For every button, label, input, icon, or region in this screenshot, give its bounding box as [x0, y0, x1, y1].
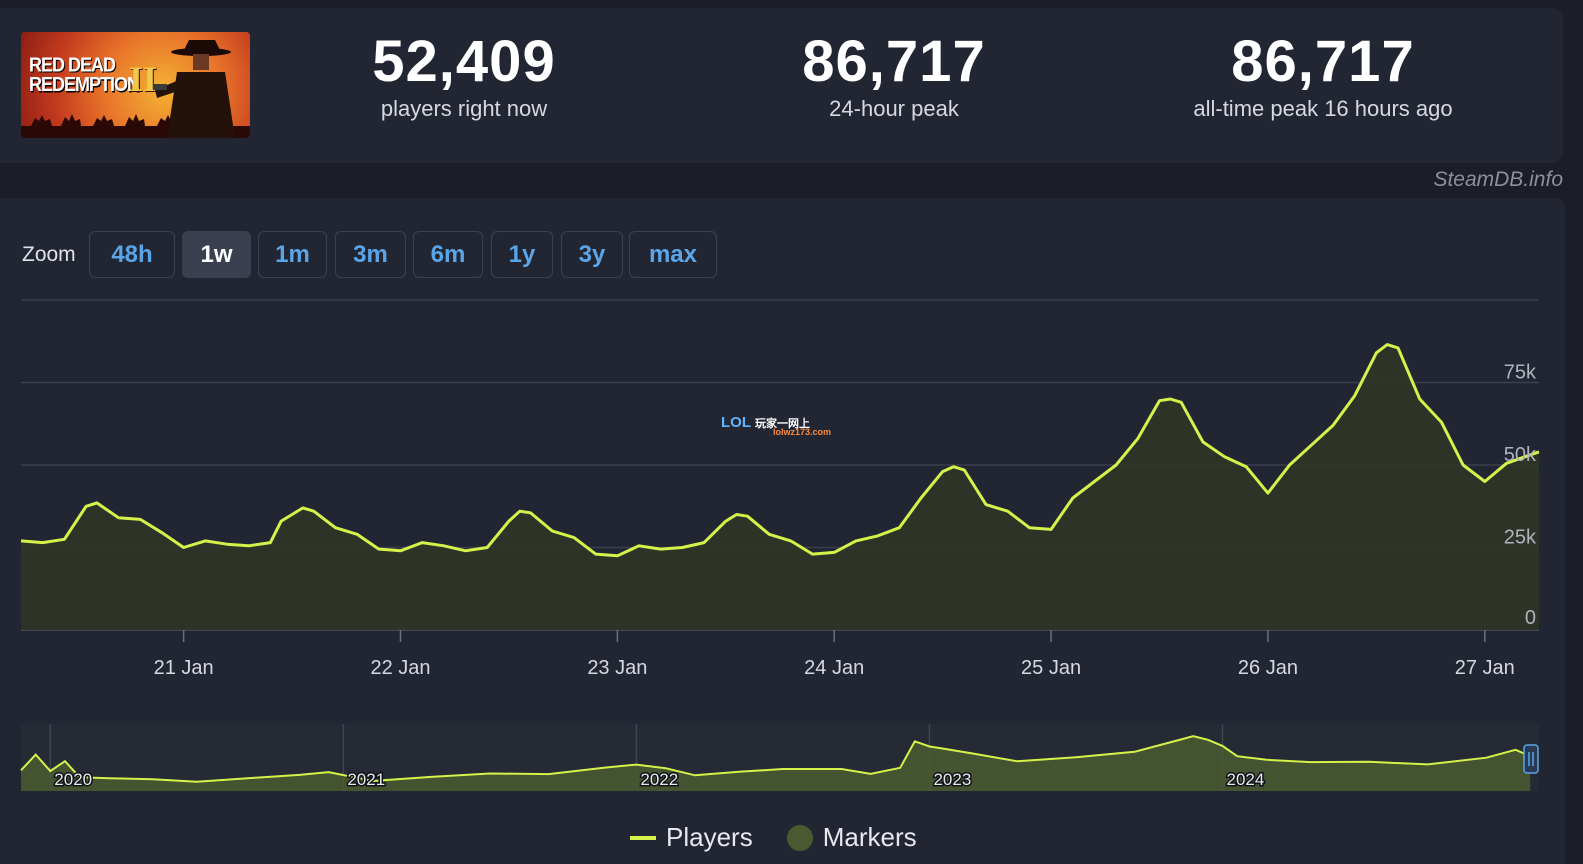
x-axis-ticks: 21 Jan 22 Jan 23 Jan 24 Jan 25 Jan 26 Jan 27 J… [154, 630, 1515, 679]
current-players-label: players right now [380, 96, 548, 121]
y-tick-label: 0 [1525, 607, 1536, 629]
game-logo[interactable]: RED DEAD REDEMPTION II [21, 32, 250, 138]
all-time-peak-stat: 86,717 all-time peak 16 hours ago [1163, 30, 1483, 124]
navigator-year-label: 2022 [640, 770, 678, 789]
current-players-stat: 52,409 players right now [334, 30, 594, 124]
chart-legend: Players Markers [630, 822, 917, 853]
x-tick-label: 23 Jan [587, 657, 647, 679]
zoom-max-button[interactable]: max [629, 231, 717, 278]
all-time-peak-label: all-time peak 16 hours ago [1193, 96, 1453, 121]
player-count-chart[interactable]: 0 25k 50k 75k 21 Jan 22 Jan 23 Jan 24 Jan 25 Ja… [0, 290, 1583, 690]
steamdb-credit[interactable]: SteamDB.info [1433, 168, 1563, 191]
y-tick-label: 50k [1504, 444, 1537, 466]
x-tick-label: 25 Jan [1021, 657, 1081, 679]
day-peak-label: 24-hour peak [829, 96, 959, 121]
day-peak-stat: 86,717 24-hour peak [764, 30, 1024, 124]
navigator-year-label: 2020 [54, 770, 92, 789]
navigator-year-label: 2023 [933, 770, 971, 789]
stats-panel [0, 8, 1563, 163]
overview-navigator-chart[interactable]: 2020 2021 2022 2023 2024 [0, 715, 1583, 800]
markers-legend-swatch [786, 824, 813, 851]
zoom-1y-button[interactable]: 1y [491, 231, 553, 278]
x-tick-label: 26 Jan [1238, 657, 1298, 679]
gunslinger-silhouette-icon [153, 40, 235, 138]
navigator-handle[interactable] [1523, 744, 1539, 774]
x-tick-label: 27 Jan [1455, 657, 1515, 679]
zoom-label: Zoom [22, 243, 76, 266]
players-legend-swatch [630, 835, 656, 840]
zoom-1w-button[interactable]: 1w [182, 231, 251, 278]
navigator-area [21, 736, 1531, 791]
current-players-value: 52,409 [372, 29, 556, 94]
y-axis-ticks: 0 25k 50k 75k [1504, 362, 1537, 630]
navigator-year-labels: 2020 2021 2022 2023 2024 [53, 769, 1266, 791]
watermark-cn: 玩家一网上 [755, 418, 810, 430]
players-line [20, 343, 1540, 558]
zoom-6m-button[interactable]: 6m [413, 231, 483, 278]
watermark-logo: LOL [721, 414, 751, 431]
watermark-url: lolwz173.com [773, 427, 832, 437]
logo-title: RED DEAD REDEMPTION [29, 53, 140, 96]
markers-legend-label[interactable]: Markers [822, 822, 917, 852]
site-watermark: LOL 玩家一网上 lolwz173.com [721, 414, 831, 437]
x-tick-label: 24 Jan [804, 657, 864, 679]
zoom-48h-button[interactable]: 48h [89, 231, 175, 278]
zoom-3m-button[interactable]: 3m [335, 231, 406, 278]
all-time-peak-value: 86,717 [1231, 29, 1415, 94]
players-area [21, 344, 1539, 630]
navigator-year-label: 2024 [1227, 770, 1265, 789]
day-peak-value: 86,717 [802, 29, 986, 94]
logo-numeral: II [129, 59, 158, 99]
zoom-1m-button[interactable]: 1m [258, 231, 327, 278]
navigator-line [20, 735, 1531, 783]
y-tick-label: 25k [1504, 527, 1537, 549]
players-legend-label[interactable]: Players [666, 822, 753, 852]
zoom-3y-button[interactable]: 3y [561, 231, 623, 278]
x-tick-label: 21 Jan [154, 657, 214, 679]
navigator-year-label: 2021 [347, 770, 385, 789]
y-tick-label: 75k [1504, 362, 1537, 384]
x-tick-label: 22 Jan [370, 657, 430, 679]
